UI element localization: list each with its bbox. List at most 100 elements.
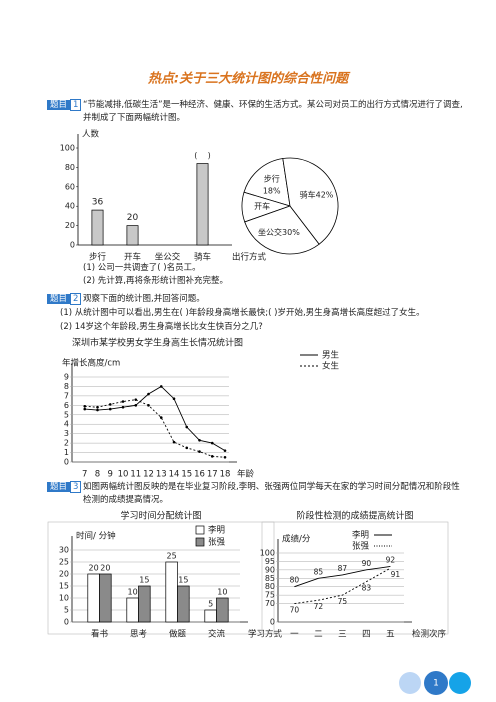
chart-frame [47, 521, 275, 635]
y-tick-label: 100 [60, 144, 75, 153]
x-tick-label: 五 [386, 630, 395, 640]
x-tick-label: 10 [118, 470, 129, 480]
x-tick-label: 交流 [208, 629, 226, 640]
value-label: 75 [338, 597, 348, 606]
y-tick-label: 2 [64, 439, 69, 448]
value-label: 20 [89, 564, 99, 573]
pie-label: 开车 [254, 201, 270, 211]
point [210, 455, 214, 458]
value-label: 25 [167, 552, 177, 561]
pie-label: 坐公交 [258, 227, 282, 237]
problem-tag: 题目 1 [47, 99, 82, 111]
x-tick-label: 开车 [124, 252, 141, 263]
point [223, 455, 227, 459]
problem-tag: 题目 3 [47, 481, 82, 493]
point [121, 405, 125, 409]
value-label: 91 [391, 570, 401, 579]
y-tick-label: 40 [65, 202, 75, 211]
y-tick-label: 4 [64, 420, 69, 429]
y-tick-label: 95 [265, 557, 275, 566]
bar [196, 163, 209, 246]
y-tick-label: 6 [64, 401, 69, 410]
y-tick-label: 8 [64, 382, 69, 391]
value-label: 90 [362, 559, 372, 568]
line [84, 399, 226, 458]
y-axis-label: 人数 [82, 129, 100, 140]
y-tick-label: 90 [265, 565, 275, 574]
x-tick-label: 做题 [169, 629, 187, 640]
chart-frame [261, 521, 449, 635]
point [185, 446, 189, 450]
y-tick-label: 75 [265, 591, 275, 600]
y-tick-label: 9 [64, 373, 69, 382]
value-label: 15 [139, 576, 149, 585]
x-tick-label: 四 [362, 630, 371, 640]
x-tick-label: 二 [314, 630, 323, 640]
x-tick-label: 15 [181, 470, 192, 480]
x-tick-label: 9 [108, 470, 113, 480]
pie-label: 骑车 [300, 190, 316, 200]
y-axis-label: 成绩/分 [282, 534, 311, 545]
y-tick-label: 70 [265, 599, 275, 608]
y-tick-label: 20 [65, 221, 75, 230]
problem-text: “节能减排,低碳生活”是一种经济、健康、环保的生活方式。某公司对员工的出行方式情… [83, 100, 463, 123]
x-tick-label: 三 [338, 630, 347, 640]
point [198, 438, 201, 442]
x-tick-label: 坐公交 [155, 252, 181, 263]
line [294, 566, 391, 588]
legend-swatch [195, 525, 205, 535]
legend-label: 李明 [352, 530, 369, 541]
legend-swatch [195, 537, 205, 547]
y-tick-label: 20 [59, 570, 69, 579]
point [96, 408, 99, 412]
x-tick-label: 13 [156, 470, 167, 480]
bar [87, 573, 100, 623]
annotation: ( ) [194, 151, 210, 160]
x-tick-label: 17 [207, 470, 218, 480]
pie-slice [282, 157, 339, 245]
x-tick-label: 思考 [130, 630, 147, 640]
tag-num: 3 [70, 481, 82, 493]
page-number-badge [424, 671, 448, 695]
line [294, 567, 391, 605]
point [134, 404, 138, 407]
question: (2) 14岁这个年龄段,男生身高增长比女生快百分之几? [60, 322, 263, 332]
point [210, 441, 214, 445]
chart-title: 学习时间分配统计图 [120, 510, 201, 522]
y-tick-label: 25 [59, 558, 69, 567]
tag-num: 2 [70, 293, 82, 305]
x-tick-label: 骑车 [194, 252, 211, 263]
x-tick-label: 步行 [89, 252, 107, 263]
legend-label: 女生 [322, 361, 340, 372]
pie-slice [243, 158, 291, 207]
x-axis-label: 检测次序 [412, 629, 447, 640]
bar [126, 225, 139, 246]
pie-label: 步行 [264, 173, 280, 183]
y-axis-label: 时间/ 分钟 [76, 531, 116, 542]
value-label: 20 [100, 564, 110, 573]
bar [165, 561, 178, 623]
point [108, 403, 112, 406]
y-tick-label: 60 [65, 182, 75, 191]
bar [216, 597, 229, 623]
y-tick-label: 10 [59, 594, 69, 603]
x-tick-label: 7 [82, 470, 87, 480]
y-axis-label: 年增长高度/cm [62, 358, 120, 369]
deco-circle [399, 672, 421, 694]
point [121, 400, 125, 403]
bar [177, 585, 190, 623]
point [147, 392, 150, 396]
point [223, 449, 227, 452]
legend-label: 李明 [208, 525, 225, 536]
problem-tag: 题目 2 [47, 293, 82, 305]
point [159, 385, 163, 388]
y-tick-label: 100 [260, 549, 275, 558]
point [83, 404, 87, 408]
value-label: 20 [127, 213, 139, 223]
x-axis-label: 出行方式 [232, 252, 267, 263]
point [108, 407, 112, 411]
x-tick-label: 11 [130, 470, 141, 480]
point [172, 440, 176, 444]
point [83, 407, 87, 411]
